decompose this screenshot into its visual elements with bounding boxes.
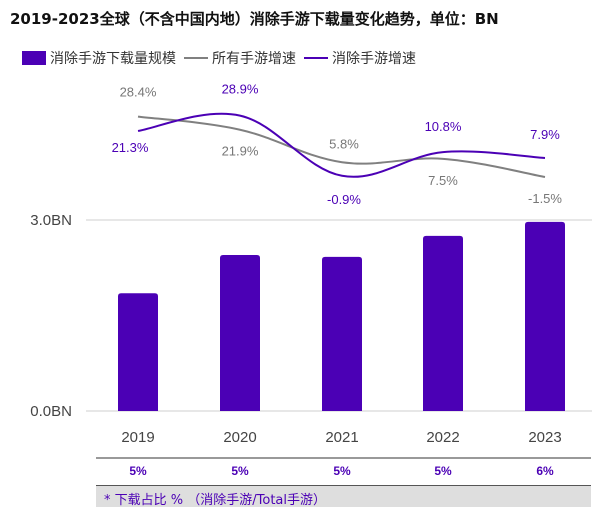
x-axis: 2019 2020 2021 2022 2023 [121, 429, 561, 446]
x-tick-label: 2019 [121, 429, 154, 446]
share-value-2019: 5% [129, 464, 147, 478]
y-axis: 0.0BN 3.0BN [30, 212, 592, 420]
legend-swatch-bar [22, 51, 46, 65]
bar-2020 [220, 255, 260, 411]
match-growth-label-2019: 21.3% [112, 140, 149, 155]
share-value-2020: 5% [231, 464, 249, 478]
data-labels: 28.4% 21.9% 5.8% 7.5% -1.5% 21.3% 28.9% -0.9% 10… [112, 82, 563, 207]
legend: 消除手游下载量规模 所有手游增速 消除手游增速 [22, 51, 416, 67]
all-growth-label-2023: -1.5% [528, 191, 562, 206]
all-growth-label-2020: 21.9% [222, 144, 259, 159]
y-tick-label: 3.0BN [30, 212, 72, 229]
share-note: * 下载占比 % （消除手游/Total手游） [96, 485, 591, 508]
all-growth-label-2019: 28.4% [120, 85, 157, 100]
y-tick-label: 0.0BN [30, 403, 72, 420]
legend-label: 消除手游增速 [332, 51, 416, 67]
legend-label: 消除手游下载量规模 [50, 51, 176, 67]
share-value-2023: 6% [536, 464, 554, 478]
download-share-row: 5% 5% 5% 5% 6% [96, 457, 591, 478]
x-tick-label: 2020 [223, 429, 256, 446]
bar-2023 [525, 221, 565, 411]
all-growth-label-2022: 7.5% [428, 173, 458, 188]
x-tick-label: 2021 [325, 429, 358, 446]
line-all-games-growth [137, 115, 546, 178]
bar-2022 [423, 235, 463, 411]
match-growth-label-2021: -0.9% [327, 192, 361, 207]
chart-title: 2019-2023全球（不含中国内地）消除手游下载量变化趋势，单位：BN [10, 10, 499, 28]
line-match-games-growth [137, 112, 546, 178]
share-value-2021: 5% [333, 464, 351, 478]
line-series [137, 112, 546, 178]
match-growth-label-2022: 10.8% [425, 119, 462, 134]
x-tick-label: 2022 [426, 429, 459, 446]
all-growth-label-2021: 5.8% [329, 136, 359, 151]
bar-2019 [118, 293, 158, 411]
x-tick-label: 2023 [528, 429, 561, 446]
bar-2021 [322, 256, 362, 411]
match-growth-label-2023: 7.9% [530, 127, 560, 142]
bar-series [118, 221, 565, 411]
legend-label: 所有手游增速 [212, 51, 296, 67]
match-growth-label-2020: 28.9% [222, 82, 259, 97]
share-value-2022: 5% [434, 464, 452, 478]
